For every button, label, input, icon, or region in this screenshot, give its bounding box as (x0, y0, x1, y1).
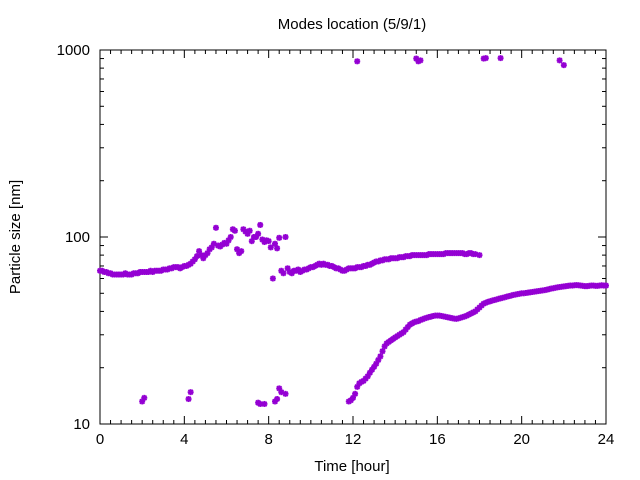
data-point (267, 244, 274, 251)
data-point-stroke (272, 240, 278, 247)
chart-title: Modes location (5/9/1) (278, 16, 426, 33)
data-point-stroke (187, 389, 194, 396)
data-point-stroke (413, 55, 420, 62)
data-point-stroke (556, 57, 563, 64)
data-point (603, 282, 609, 289)
y-axis-label: Particle size [nm] (7, 180, 24, 294)
x-tick-label: 0 (96, 431, 104, 448)
data-point (377, 353, 384, 360)
data-point-stroke (267, 244, 274, 251)
data-point (185, 396, 192, 403)
plot-area (99, 49, 607, 425)
data-point-stroke (261, 401, 268, 407)
axis-ticks (99, 49, 607, 425)
data-point-stroke (141, 394, 148, 401)
data-point-stroke (476, 252, 483, 259)
data-point (271, 240, 278, 247)
data-point-stroke (603, 282, 609, 289)
data-point (556, 57, 563, 64)
data-point-stroke (354, 58, 361, 65)
data-point-stroke (257, 222, 264, 228)
data-point-stroke (284, 265, 291, 272)
y-tick-label: 10 (73, 416, 90, 433)
data-points (97, 55, 609, 407)
data-point-stroke (269, 275, 276, 282)
data-point (379, 348, 386, 355)
axis-tick-labels: 0 4 8 12 16 20 24 10 100 1000 (57, 42, 615, 448)
data-point (257, 221, 264, 228)
data-point (482, 55, 489, 62)
data-point (231, 227, 238, 234)
data-point (227, 234, 234, 240)
x-tick-label: 16 (429, 431, 446, 448)
data-point-stroke (274, 396, 280, 402)
data-point (282, 234, 289, 240)
data-point-stroke (417, 57, 424, 64)
data-point (560, 62, 567, 69)
data-point-stroke (238, 248, 245, 255)
data-point-stroke (560, 62, 567, 69)
data-point-stroke (274, 245, 280, 252)
data-point (274, 245, 281, 252)
data-point (274, 396, 281, 403)
data-point-stroke (265, 238, 272, 245)
data-point (212, 224, 219, 231)
data-point-stroke (276, 234, 283, 241)
data-point-stroke (232, 227, 238, 234)
data-point (269, 275, 276, 282)
x-tick-label: 20 (513, 431, 530, 448)
data-point-stroke (282, 234, 289, 240)
data-point-stroke (282, 390, 289, 397)
data-point (276, 385, 283, 392)
data-point (276, 234, 283, 241)
data-point-stroke (379, 348, 386, 355)
y-tick-label: 1000 (57, 42, 90, 59)
data-point-stroke (377, 353, 384, 360)
data-point-stroke (185, 396, 192, 402)
data-point (187, 389, 194, 396)
data-point (238, 248, 245, 255)
data-point-stroke (278, 267, 285, 274)
data-point-stroke (295, 266, 302, 273)
x-tick-label: 8 (264, 431, 272, 448)
data-point (417, 57, 424, 64)
data-point (280, 270, 287, 277)
data-point-stroke (280, 270, 287, 277)
data-point-stroke (234, 246, 240, 253)
x-tick-label: 12 (345, 431, 362, 448)
data-point-stroke (227, 234, 234, 240)
data-point (255, 230, 262, 237)
data-point-stroke (259, 236, 266, 243)
data-point-stroke (255, 230, 262, 237)
y-tick-label: 100 (65, 229, 90, 246)
data-point (246, 227, 253, 234)
plot-border (99, 49, 607, 425)
data-point (354, 58, 361, 65)
x-tick-label: 24 (598, 431, 615, 448)
data-point (261, 400, 268, 407)
data-point (141, 394, 148, 401)
data-point-stroke (276, 385, 283, 392)
data-point (282, 390, 289, 397)
x-tick-label: 4 (180, 431, 188, 448)
data-point (476, 252, 483, 259)
data-point-stroke (352, 390, 358, 397)
data-point (352, 390, 359, 397)
data-point (497, 55, 504, 62)
data-point-stroke (497, 55, 504, 61)
data-point-stroke (213, 224, 219, 231)
data-point (375, 356, 382, 363)
data-point-stroke (278, 389, 285, 396)
data-point-stroke (482, 55, 489, 61)
data-point-stroke (196, 248, 202, 255)
x-axis-label: Time [hour] (314, 458, 389, 475)
data-point-stroke (246, 227, 253, 234)
data-point-stroke (472, 251, 479, 257)
data-point (265, 238, 272, 245)
data-point-stroke (210, 240, 217, 247)
